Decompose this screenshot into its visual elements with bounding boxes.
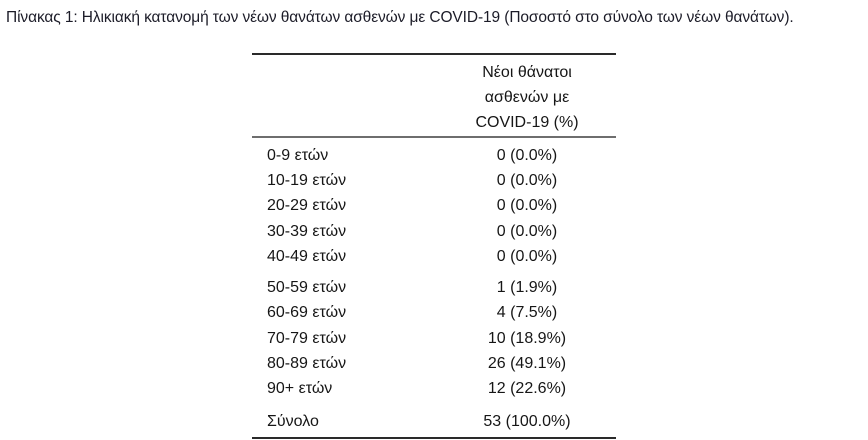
row-value: 10 (18.9%) xyxy=(487,329,567,347)
table-row: 90+ ετών 12 (22.6%) xyxy=(252,377,616,402)
total-value: 53 (100.0%) xyxy=(483,412,571,430)
header-spacer-cell xyxy=(252,60,438,135)
row-value: 26 (49.1%) xyxy=(487,355,567,373)
total-label: Σύνολο xyxy=(267,412,319,430)
row-label: 60-69 ετών xyxy=(267,304,347,322)
table-row: 30-39 ετών 0 (0.0%) xyxy=(252,219,616,244)
row-label: 50-59 ετών xyxy=(267,279,347,297)
row-label: 30-39 ετών xyxy=(267,222,347,240)
row-label: 90+ ετών xyxy=(267,380,333,398)
table-row: 80-89 ετών 26 (49.1%) xyxy=(252,351,616,376)
row-label: 70-79 ετών xyxy=(267,329,347,347)
header-line-1: Νέοι θάνατοι xyxy=(482,64,572,81)
header-line-2: ασθενών με xyxy=(484,89,570,106)
header-value-cell: Νέοι θάνατοι ασθενών με COVID-19 (%) xyxy=(438,60,616,135)
table-row: 0-9 ετών 0 (0.0%) xyxy=(252,143,616,168)
table-row: 60-69 ετών 4 (7.5%) xyxy=(252,301,616,326)
table-row: 40-49 ετών 0 (0.0%) xyxy=(252,244,616,269)
row-value: 0 (0.0%) xyxy=(496,247,558,265)
row-value: 4 (7.5%) xyxy=(496,304,558,322)
table-body: 0-9 ετών 0 (0.0%) 10-19 ετών 0 (0.0%) 20… xyxy=(252,138,616,437)
row-value: 0 (0.0%) xyxy=(496,146,558,164)
total-row: Σύνολο 53 (100.0%) xyxy=(252,409,616,434)
row-label: 80-89 ετών xyxy=(267,355,347,373)
row-value: 0 (0.0%) xyxy=(496,171,558,189)
row-value: 12 (22.6%) xyxy=(487,380,567,398)
table-header-row: Νέοι θάνατοι ασθενών με COVID-19 (%) xyxy=(252,55,616,138)
header-line-3: COVID-19 (%) xyxy=(475,114,579,131)
page-title: Πίνακας 1: Ηλικιακή κατανομή των νέων θα… xyxy=(6,9,794,26)
table-row: 50-59 ετών 1 (1.9%) xyxy=(252,275,616,300)
table-row: 70-79 ετών 10 (18.9%) xyxy=(252,326,616,351)
row-label: 10-19 ετών xyxy=(267,171,347,189)
table-row: 20-29 ετών 0 (0.0%) xyxy=(252,194,616,219)
row-label: 0-9 ετών xyxy=(267,146,329,164)
table-row: 10-19 ετών 0 (0.0%) xyxy=(252,168,616,193)
row-value: 0 (0.0%) xyxy=(496,197,558,215)
row-label: 40-49 ετών xyxy=(267,247,347,265)
covid-deaths-age-table: Νέοι θάνατοι ασθενών με COVID-19 (%) 0-9… xyxy=(252,53,616,440)
row-label: 20-29 ετών xyxy=(267,197,347,215)
row-value: 1 (1.9%) xyxy=(496,279,558,297)
row-value: 0 (0.0%) xyxy=(496,222,558,240)
